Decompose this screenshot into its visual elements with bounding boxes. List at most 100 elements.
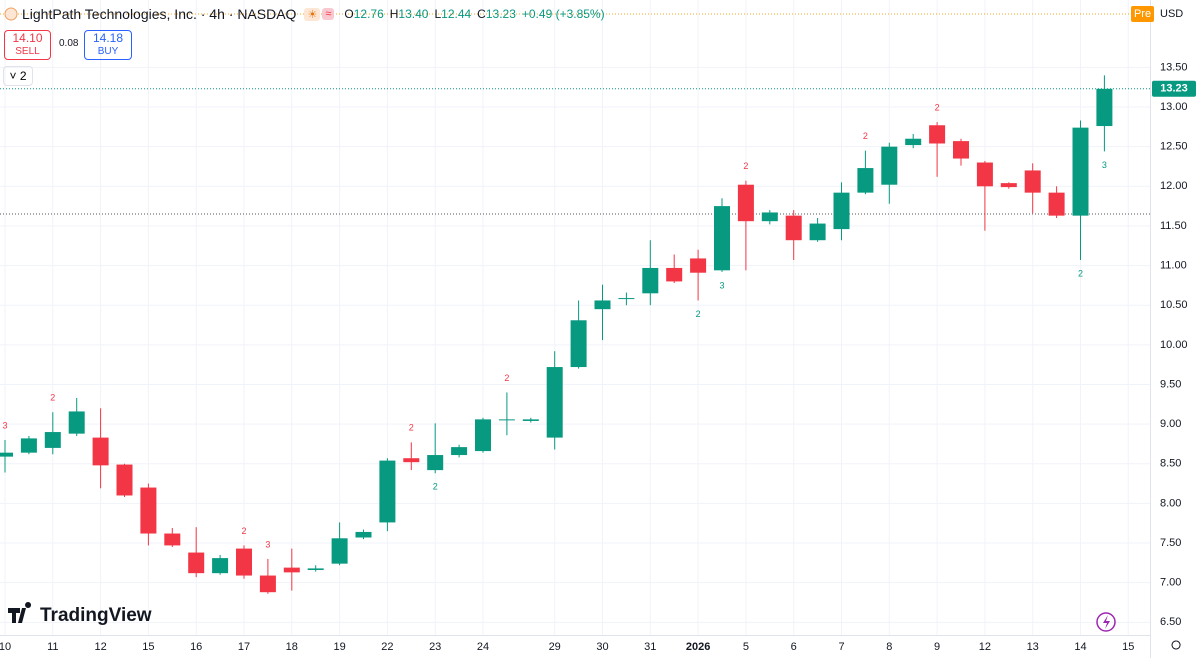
settings-icon[interactable] bbox=[1171, 640, 1181, 650]
events-icon[interactable] bbox=[1096, 612, 1116, 632]
candle-body bbox=[929, 125, 946, 144]
change: +0.49 (+3.85%) bbox=[521, 7, 605, 21]
candle-body bbox=[355, 531, 372, 538]
x-tick-label: 29 bbox=[549, 641, 561, 653]
signal-label: 2 bbox=[1078, 268, 1083, 278]
x-tick-label: 13 bbox=[1027, 641, 1039, 653]
x-tick-label: 12 bbox=[979, 641, 991, 653]
candle-body bbox=[116, 464, 133, 496]
candle-body bbox=[92, 437, 109, 466]
candle-body bbox=[881, 146, 898, 185]
x-tick-label: 5 bbox=[743, 641, 749, 653]
candle-body bbox=[1024, 170, 1041, 193]
candle-body bbox=[546, 367, 563, 438]
x-tick-label: 11 bbox=[47, 641, 58, 653]
symbol-logo bbox=[4, 7, 18, 21]
candle-body bbox=[307, 568, 324, 570]
x-tick-label: 16 bbox=[190, 641, 202, 653]
candle-body bbox=[714, 206, 730, 271]
spread: 0.08 bbox=[59, 38, 79, 49]
candle-body bbox=[451, 447, 468, 456]
currency[interactable]: USD bbox=[1160, 8, 1184, 20]
signal-label: 2 bbox=[409, 423, 414, 433]
buy-label: BUY bbox=[97, 46, 119, 57]
signal-label: 2 bbox=[50, 393, 55, 403]
x-tick-label: 12 bbox=[94, 641, 106, 653]
candle-body bbox=[68, 411, 85, 434]
candle-body bbox=[188, 552, 205, 574]
candle-body bbox=[331, 538, 348, 564]
tv-logo bbox=[8, 602, 32, 623]
signal-label: 3 bbox=[2, 420, 7, 430]
signal-label: 2 bbox=[433, 482, 438, 492]
candle-body bbox=[785, 215, 802, 241]
signal-label: 2 bbox=[863, 131, 868, 141]
legend-value: 12.76 bbox=[353, 7, 384, 21]
candle-body bbox=[1072, 127, 1089, 216]
x-tick-label: 15 bbox=[142, 641, 154, 653]
signal-label: 3 bbox=[719, 280, 724, 290]
signal-label: 2 bbox=[241, 526, 246, 536]
legend-label: C bbox=[477, 7, 486, 21]
symbol-title: LightPath Technologies, Inc. · 4h · NASD… bbox=[22, 6, 297, 22]
candle-body bbox=[737, 184, 754, 222]
signal-label: 2 bbox=[743, 161, 748, 171]
signal-label: 3 bbox=[1102, 160, 1107, 170]
status-icon[interactable]: ☀ bbox=[304, 7, 321, 21]
x-tick-label: 22 bbox=[381, 641, 393, 653]
header: LightPath Technologies, Inc. · 4h · NASD… bbox=[22, 6, 605, 22]
candle-body bbox=[570, 320, 587, 368]
session-badge[interactable]: Pre bbox=[1131, 6, 1154, 22]
candle-body bbox=[379, 460, 396, 523]
x-tick-label: 30 bbox=[596, 641, 608, 653]
y-tick-label: 11.00 bbox=[1160, 259, 1187, 271]
candle-body bbox=[427, 455, 444, 471]
indicator-toggle[interactable]: ˅ 2 bbox=[3, 66, 33, 86]
indicator-count: 2 bbox=[19, 69, 27, 83]
candle-body bbox=[498, 419, 515, 421]
ohlc-legend: O 12.76 H 13.40 L 12.44 C 13.23 bbox=[338, 7, 516, 21]
candle-body bbox=[522, 419, 539, 421]
legend-label: L bbox=[434, 7, 442, 21]
candle-body bbox=[857, 168, 874, 193]
signal-label: 3 bbox=[265, 539, 270, 549]
legend-label: H bbox=[389, 7, 399, 21]
candle-body bbox=[642, 267, 659, 294]
candle-body bbox=[212, 558, 229, 574]
candle-body bbox=[403, 458, 420, 463]
x-tick-label: 9 bbox=[934, 641, 940, 653]
candle-body bbox=[44, 432, 61, 448]
y-tick-label: 9.00 bbox=[1160, 418, 1181, 430]
y-tick-label: 6.50 bbox=[1160, 616, 1181, 628]
signal-label: 2 bbox=[696, 309, 701, 319]
candle-body bbox=[140, 487, 157, 534]
y-tick-label: 7.00 bbox=[1160, 577, 1181, 589]
y-tick-label: 13.00 bbox=[1160, 101, 1188, 113]
candle-body bbox=[833, 192, 850, 230]
status-icon[interactable]: ≈ bbox=[322, 8, 335, 20]
y-tick-label: 8.50 bbox=[1160, 458, 1181, 470]
events-bolt bbox=[1103, 615, 1110, 629]
candle-body bbox=[0, 452, 13, 457]
y-tick-label: 12.00 bbox=[1160, 180, 1188, 192]
candle-body bbox=[475, 419, 491, 452]
y-tick-label: 10.00 bbox=[1160, 339, 1188, 351]
sell-button[interactable]: 14.10 SELL bbox=[4, 30, 51, 60]
buy-price: 14.18 bbox=[92, 31, 124, 45]
last-price-label: 13.23 bbox=[1160, 83, 1188, 95]
y-tick-label: 7.50 bbox=[1160, 537, 1181, 549]
buy-button[interactable]: 14.18 BUY bbox=[84, 30, 132, 60]
candle-body bbox=[953, 141, 969, 159]
candle-body bbox=[164, 533, 181, 546]
x-tick-label: 19 bbox=[333, 641, 345, 653]
sell-label: SELL bbox=[15, 46, 40, 57]
watermark: TradingView bbox=[40, 605, 152, 626]
candle-body bbox=[761, 212, 778, 222]
x-tick-label: 24 bbox=[477, 641, 489, 653]
candle-body bbox=[618, 298, 635, 300]
x-tick-label: 17 bbox=[238, 641, 250, 653]
legend-label: O bbox=[344, 7, 354, 21]
last-price-box bbox=[1152, 80, 1196, 97]
